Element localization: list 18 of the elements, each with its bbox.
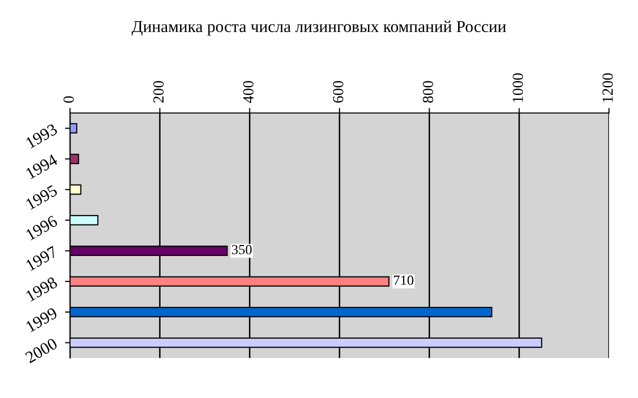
y-tick-label: 1999 [25, 307, 58, 332]
x-tick-label: 1000 [512, 73, 523, 102]
y-tick-label: 1998 [25, 276, 58, 302]
x-tick-label: 800 [422, 80, 434, 103]
y-tick-label: 2000 [24, 338, 58, 364]
x-tick-label: 200 [153, 80, 164, 103]
y-tick-label: 1996 [25, 215, 58, 240]
data-label: 710 [394, 276, 414, 285]
x-tick-label: 1200 [602, 73, 613, 102]
y-tick-label: 1994 [25, 154, 58, 180]
x-tick-label: 400 [243, 80, 254, 103]
y-tick-label: 1997 [25, 246, 58, 272]
chart-title: Динамика роста числа лизинговых компаний России [132, 20, 506, 36]
x-tick-label: 600 [333, 80, 344, 103]
y-tick-label: 1995 [25, 184, 58, 210]
y-tick-label: 1993 [25, 123, 58, 149]
data-label: 350 [232, 244, 252, 254]
x-tick-label: 0 [64, 96, 74, 103]
